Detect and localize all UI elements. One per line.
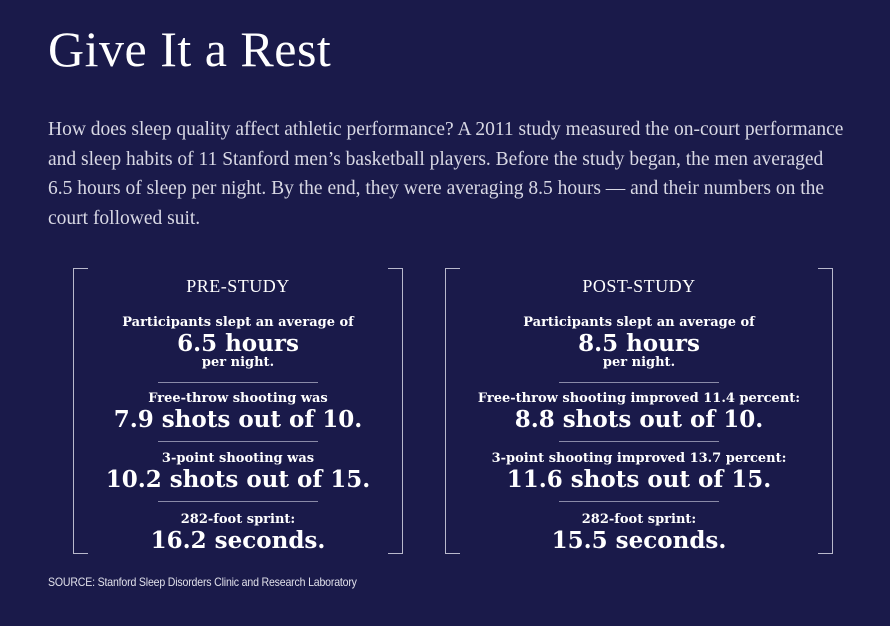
free-throw-value: 8.8 shots out of 10. — [514, 406, 764, 433]
sprint-value: 15.5 seconds. — [551, 527, 727, 554]
divider — [559, 441, 719, 442]
three-point-stat: 3-point shooting improved 13.7 percent: … — [465, 451, 813, 492]
left-bracket — [73, 268, 88, 554]
free-throw-stat: Free-throw shooting improved 11.4 percen… — [465, 391, 813, 432]
divider — [559, 501, 719, 502]
sleep-value: 8.5 hours — [578, 330, 700, 357]
three-point-label: 3-point shooting was — [161, 451, 315, 466]
right-bracket — [818, 268, 833, 554]
post-study-heading: POST-STUDY — [582, 276, 696, 296]
sprint-label: 282-foot sprint: — [180, 512, 296, 527]
free-throw-value: 7.9 shots out of 10. — [113, 406, 363, 433]
right-bracket — [388, 268, 403, 554]
sprint-value: 16.2 seconds. — [150, 527, 326, 554]
three-point-value: 10.2 shots out of 15. — [105, 466, 371, 493]
sleep-stat: Participants slept an average of 6.5 hou… — [93, 315, 383, 369]
source-credit: SOURCE: Stanford Sleep Disorders Clinic … — [48, 575, 357, 589]
divider — [158, 382, 318, 383]
divider — [158, 441, 318, 442]
free-throw-stat: Free-throw shooting was 7.9 shots out of… — [93, 391, 383, 432]
free-throw-label: Free-throw shooting was — [148, 391, 328, 406]
free-throw-label: Free-throw shooting improved 11.4 percen… — [477, 391, 801, 406]
post-study-panel: POST-STUDY Participants slept an average… — [445, 268, 833, 554]
three-point-label: 3-point shooting improved 13.7 percent: — [491, 451, 787, 466]
sleep-value: 6.5 hours — [177, 330, 299, 357]
sleep-unit: per night. — [602, 355, 676, 370]
sleep-label: Participants slept an average of — [523, 315, 755, 330]
three-point-stat: 3-point shooting was 10.2 shots out of 1… — [93, 451, 383, 492]
sprint-stat: 282-foot sprint: 16.2 seconds. — [93, 512, 383, 553]
three-point-value: 11.6 shots out of 15. — [506, 466, 772, 493]
sleep-label: Participants slept an average of — [122, 315, 354, 330]
left-bracket — [445, 268, 460, 554]
pre-study-panel: PRE-STUDY Participants slept an average … — [73, 268, 403, 554]
page-title: Give It a Rest — [48, 21, 332, 77]
sprint-label: 282-foot sprint: — [581, 512, 697, 527]
divider — [158, 501, 318, 502]
pre-study-heading: PRE-STUDY — [186, 276, 290, 296]
divider — [559, 382, 719, 383]
sprint-stat: 282-foot sprint: 15.5 seconds. — [465, 512, 813, 553]
sleep-stat: Participants slept an average of 8.5 hou… — [465, 315, 813, 369]
intro-paragraph: How does sleep quality affect athletic p… — [48, 119, 844, 229]
sleep-unit: per night. — [201, 355, 275, 370]
